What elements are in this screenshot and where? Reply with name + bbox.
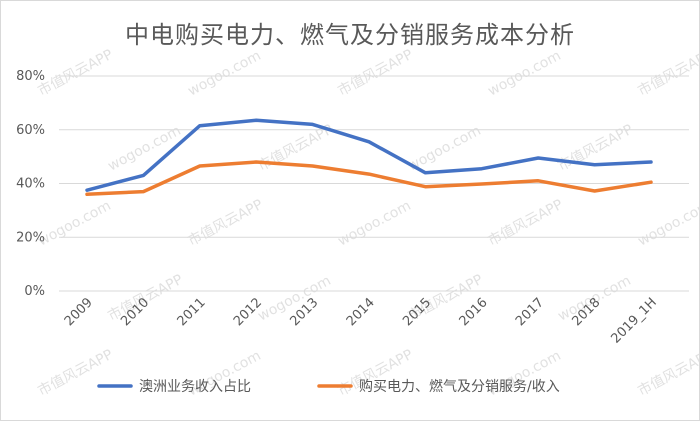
y-tick-label: 0% <box>24 284 45 299</box>
legend-label-1: 澳洲业务收入占比 <box>139 379 251 395</box>
watermark-text: wogoo.com <box>635 198 699 250</box>
chart-title: 中电购买电力、燃气及分销服务成本分析 <box>125 21 575 49</box>
watermark-text: wogoo.com <box>485 48 563 100</box>
watermark-text: wogoo.com <box>185 48 263 100</box>
x-tick-label: 2014 <box>344 295 378 329</box>
y-tick-label: 80% <box>16 69 45 84</box>
watermark-text: 市值风云APP <box>555 121 636 175</box>
watermark-text: 市值风云APP <box>185 196 266 250</box>
watermark-text: 市值风云APP <box>35 46 116 100</box>
legend-label-2: 购买电力、燃气及分销服务/收入 <box>359 378 560 395</box>
series-line-2 <box>85 160 653 197</box>
watermark-text: 市值风云APP <box>635 346 699 400</box>
y-tick-label: 20% <box>16 230 45 245</box>
x-tick-label: 2016 <box>457 295 491 329</box>
x-tick-label: 2017 <box>513 295 547 329</box>
x-tick-label: 2009 <box>62 295 96 329</box>
watermark-text: 市值风云APP <box>35 346 116 400</box>
y-tick-label: 60% <box>16 123 45 138</box>
y-tick-label: 40% <box>16 177 45 192</box>
watermark-text: wogoo.com <box>335 198 413 250</box>
watermark-text: 市值风云APP <box>635 46 699 100</box>
watermark-text: 市值风云APP <box>105 271 186 325</box>
watermark-layer: 市值风云APP wogoo.com 市值风云APP wogoo.com 市值风云APP w… <box>35 46 699 400</box>
series-line-1 <box>85 118 653 192</box>
watermark-text: wogoo.com <box>35 198 113 250</box>
watermark-text: 市值风云APP <box>335 46 416 100</box>
watermark-text: 市值风云APP <box>485 196 566 250</box>
x-tick-label: 2011 <box>175 295 209 329</box>
x-tick-label: 2019_1H <box>608 295 659 346</box>
